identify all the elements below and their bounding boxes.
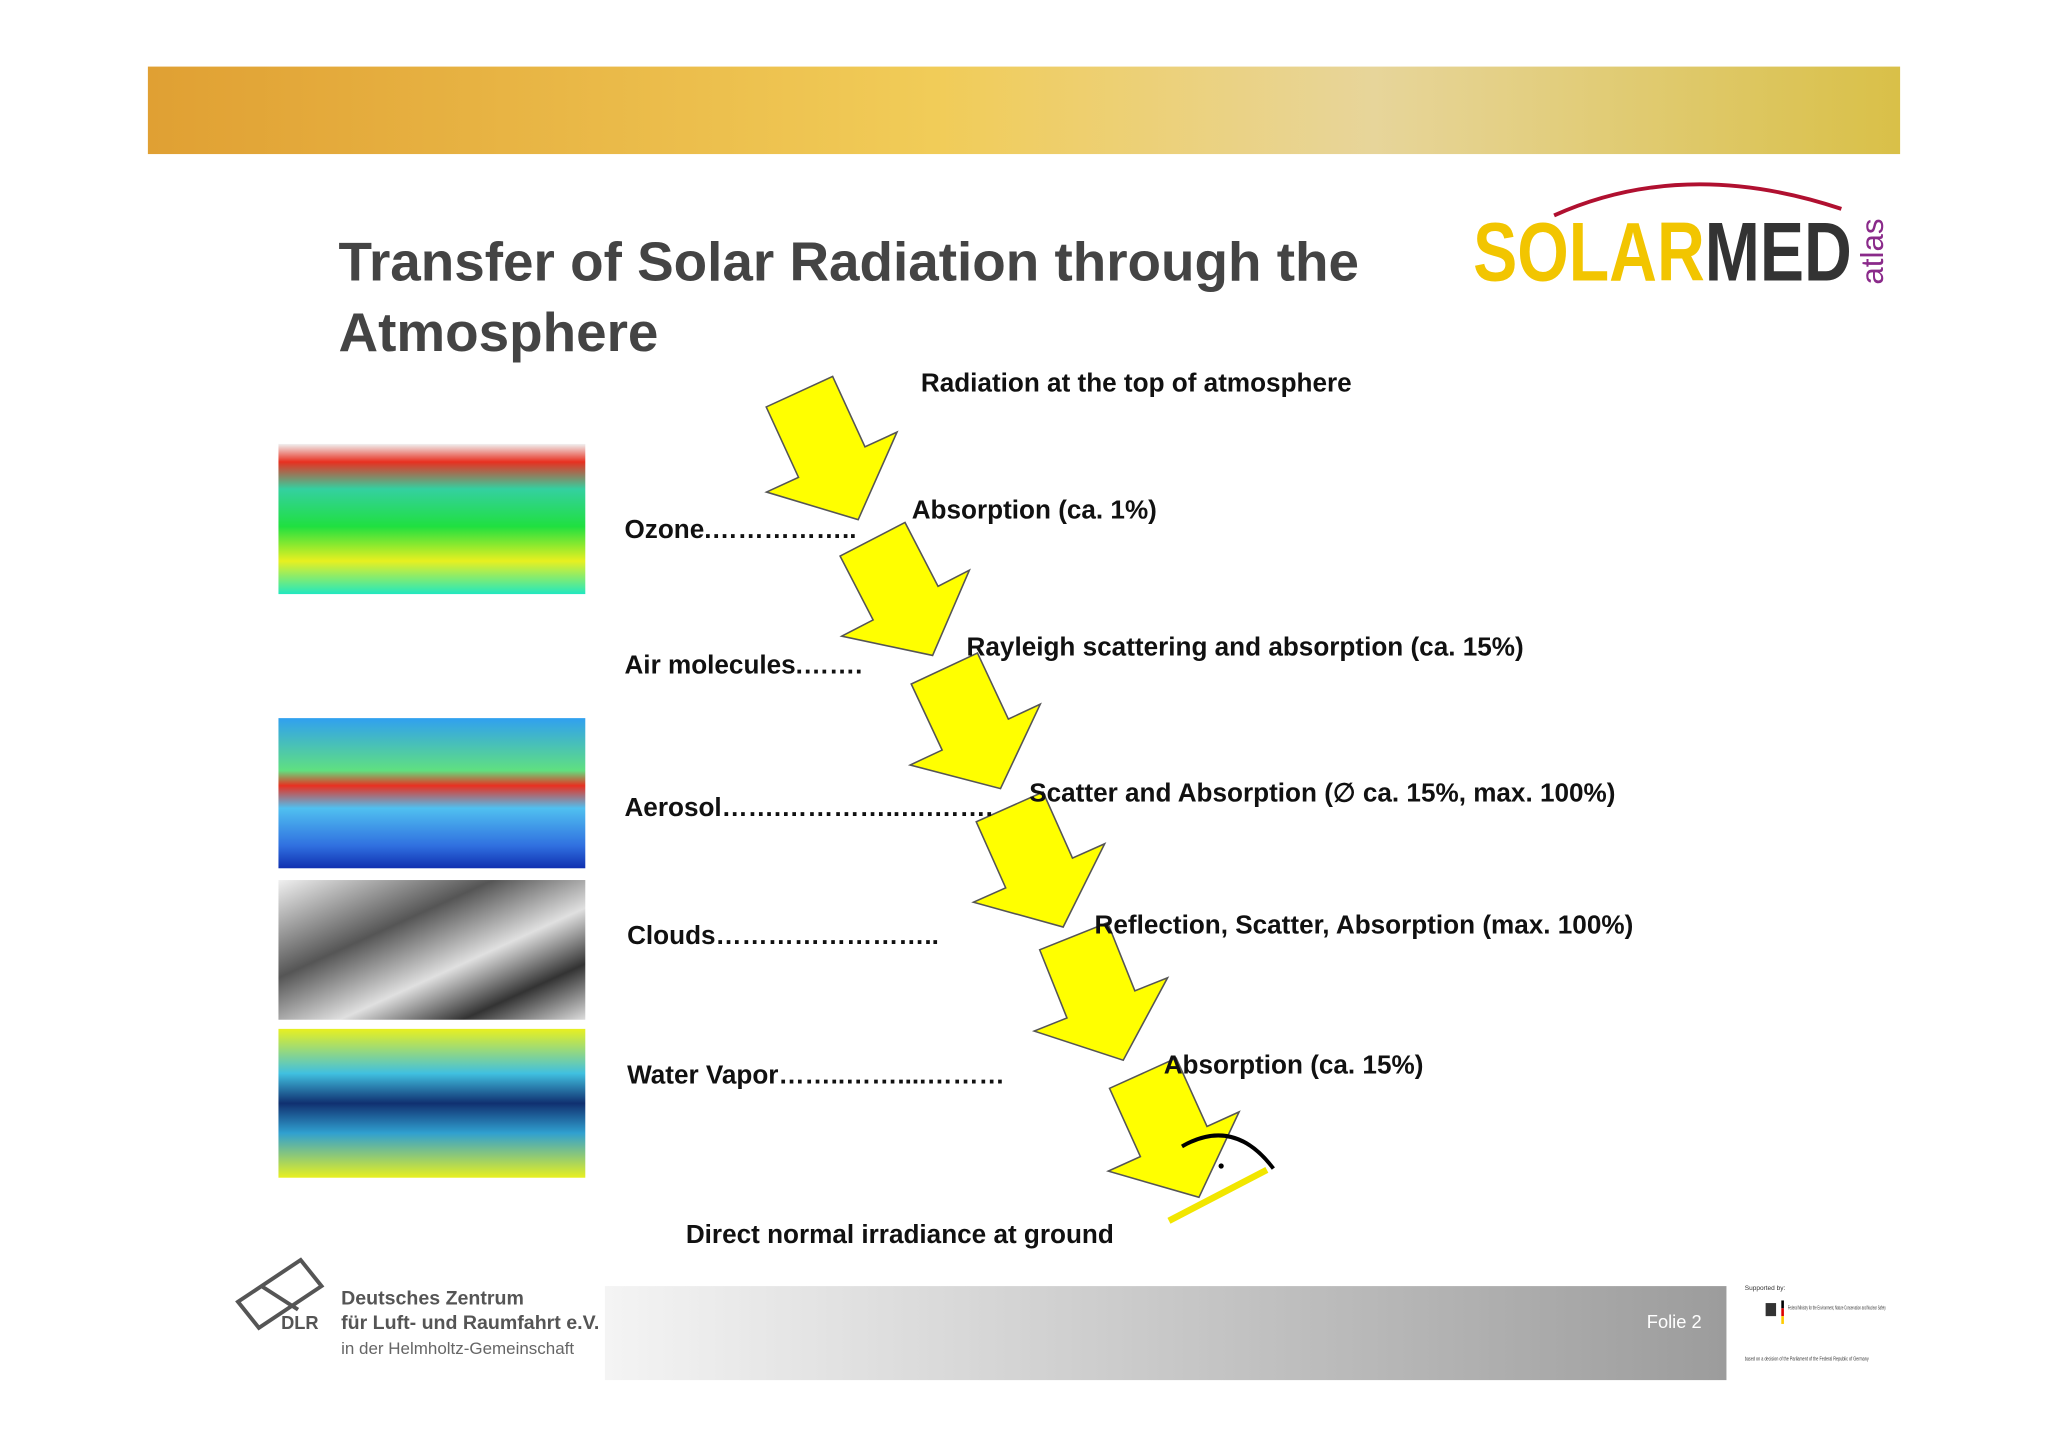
arrow [971, 790, 1107, 928]
org-subtitle: in der Helmholtz-Gemeinschaft [341, 1339, 574, 1358]
flag-red [1781, 1308, 1784, 1317]
logo-sub: atlas [1855, 218, 1890, 284]
decision: based on a decision of the Parliament of… [1745, 1357, 1869, 1363]
footer-band [604, 1286, 1727, 1381]
layer-label: Clouds…………………….. [627, 920, 939, 950]
layer-label: Air molecules.……. [624, 650, 862, 680]
layer-effect: Rayleigh scattering and absorption (ca. … [967, 631, 1524, 661]
water-vapor-map [278, 1028, 586, 1178]
dlr-logo: DLR Deutsches Zentrum für Luft- und Raum… [235, 1257, 599, 1358]
title: Transfer of Solar Radiation through the [339, 231, 1359, 293]
org-name: für Luft- und Raumfahrt e.V. [341, 1312, 599, 1334]
supported-by: Supported by: [1745, 1285, 1786, 1292]
flag-black [1781, 1300, 1784, 1309]
cloud-image [278, 880, 586, 1020]
layer-label: Aerosol…….…………..….……. [624, 792, 992, 822]
org-name: Deutsches Zentrum [341, 1287, 524, 1309]
layer-effect: Scatter and Absorption (∅ ca. 15%, max. … [1029, 778, 1615, 808]
arrows [764, 375, 1241, 1199]
arrow [1106, 1057, 1241, 1199]
ground-line [1167, 1166, 1269, 1224]
logo-arc [1553, 182, 1842, 218]
ministry: Federal Ministry for the Environment, Na… [1788, 1306, 1886, 1312]
logo-text: SOLARMED [1473, 205, 1852, 299]
dlr-mark [235, 1257, 325, 1331]
supporter: Supported by: Federal Ministry for the E… [1745, 1285, 1886, 1363]
dlr-abbr: DLR [281, 1312, 319, 1333]
arrow [907, 651, 1042, 790]
logo: SOLARMED atlas [1473, 182, 1890, 299]
slide-number: Folie 2 [1647, 1311, 1702, 1332]
layer-effect: Absorption (ca. 15%) [1164, 1049, 1424, 1079]
arrow [1031, 921, 1170, 1062]
logo-part: SOLAR [1473, 205, 1705, 299]
title: Atmosphere [339, 301, 659, 363]
eagle [1765, 1303, 1777, 1317]
logo-part: MED [1705, 205, 1852, 299]
angle-arc [1181, 1133, 1275, 1170]
header-banner [147, 66, 1901, 155]
flag-gold [1781, 1316, 1784, 1324]
layer-label: Water Vapor……..……....……… [627, 1060, 1005, 1090]
layers: Ozone.…………….. Absorption (ca. 1%) Air mole… [624, 494, 1633, 1089]
arrow [839, 521, 971, 657]
layer-effect: Reflection, Scatter, Absorption (max. 10… [1095, 910, 1634, 940]
arrow [764, 375, 899, 521]
angle-dot [1218, 1163, 1224, 1169]
layer-label: Ozone.…………….. [624, 514, 856, 544]
aerosol-map [278, 718, 586, 869]
top-label: Radiation at the top of atmosphere [921, 368, 1352, 398]
ozone-map [278, 443, 586, 595]
bottom-label: Direct normal irradiance at ground [686, 1219, 1114, 1249]
layer-effect: Absorption (ca. 1%) [912, 494, 1157, 524]
